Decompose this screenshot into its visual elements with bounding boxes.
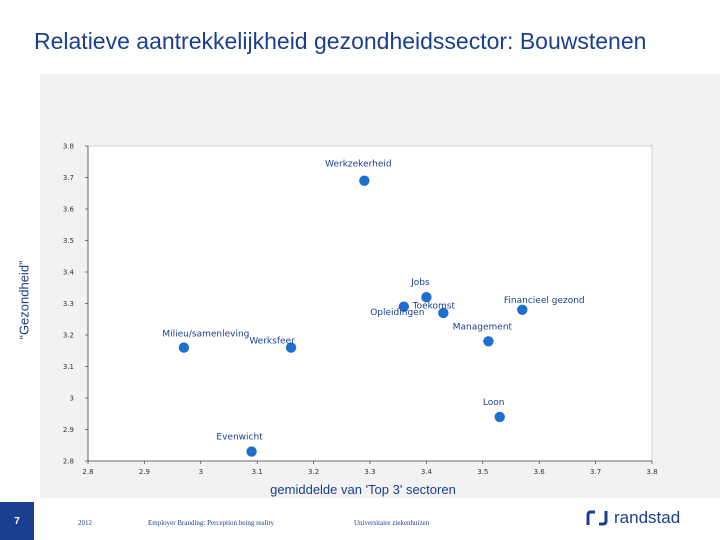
point-label: Jobs (410, 278, 430, 288)
y-tick-label: 3 (70, 395, 74, 403)
y-tick-label: 3.3 (63, 300, 74, 308)
randstad-logo: randstad (586, 508, 680, 528)
x-tick-label: 3 (199, 468, 203, 476)
point-label: Loon (483, 398, 505, 408)
y-axis-label: “Gezondheid” (16, 260, 32, 340)
y-tick-label: 3.2 (63, 332, 74, 340)
page-number: 7 (0, 502, 34, 540)
x-tick-label: 3.3 (364, 468, 375, 476)
y-tick-label: 3.6 (63, 206, 75, 214)
footer-client: Universitaire ziekenhuizen (354, 519, 430, 527)
y-tick-label: 3.5 (63, 237, 74, 245)
x-tick-label: 3.4 (421, 468, 433, 476)
x-tick-label: 3.1 (252, 468, 263, 476)
point-label: Financieel gezond (504, 296, 585, 306)
data-point (178, 342, 190, 353)
brand-name: randstad (614, 508, 681, 527)
data-point (421, 292, 432, 303)
data-point (246, 446, 257, 457)
y-tick-label: 3.1 (63, 363, 74, 371)
data-point (494, 411, 505, 423)
x-tick-label: 3.5 (477, 468, 488, 476)
x-tick-label: 2.8 (82, 468, 93, 476)
point-label: Evenwicht (216, 433, 263, 443)
data-point (285, 342, 297, 353)
randstad-logo-icon (586, 510, 608, 526)
point-label: Management (453, 322, 513, 332)
y-tick-label: 3.8 (63, 143, 74, 151)
data-point (483, 336, 494, 347)
y-tick-label: 2.9 (63, 426, 74, 434)
data-point (398, 301, 410, 312)
data-point (359, 175, 370, 186)
point-label: Werksfeer (249, 337, 295, 347)
footer-subtitle: Employer Branding: Perception being real… (148, 519, 274, 527)
footer-year: 2012 (78, 519, 92, 527)
x-axis-label: gemiddelde van 'Top 3' sectoren (270, 482, 456, 497)
data-point (438, 307, 449, 319)
footer-bar (0, 500, 720, 540)
x-tick-label: 3.7 (590, 468, 601, 476)
point-label: Milieu/samenleving (162, 330, 249, 340)
x-tick-label: 3.6 (534, 468, 546, 476)
point-label: Toekomst (412, 302, 456, 312)
point-label: Werkzekerheid (325, 160, 392, 170)
x-tick-label: 3.8 (646, 468, 657, 476)
y-tick-label: 3.7 (63, 174, 74, 182)
x-tick-label: 2.9 (139, 468, 150, 476)
chart-title: Relatieve aantrekkelijkheid gezondheidss… (34, 28, 647, 54)
x-tick-label: 3.2 (308, 468, 319, 476)
data-point (517, 304, 528, 315)
point-label: Opleidingen (370, 308, 424, 318)
y-tick-label: 3.4 (63, 269, 75, 277)
y-tick-label: 2.8 (63, 458, 74, 466)
